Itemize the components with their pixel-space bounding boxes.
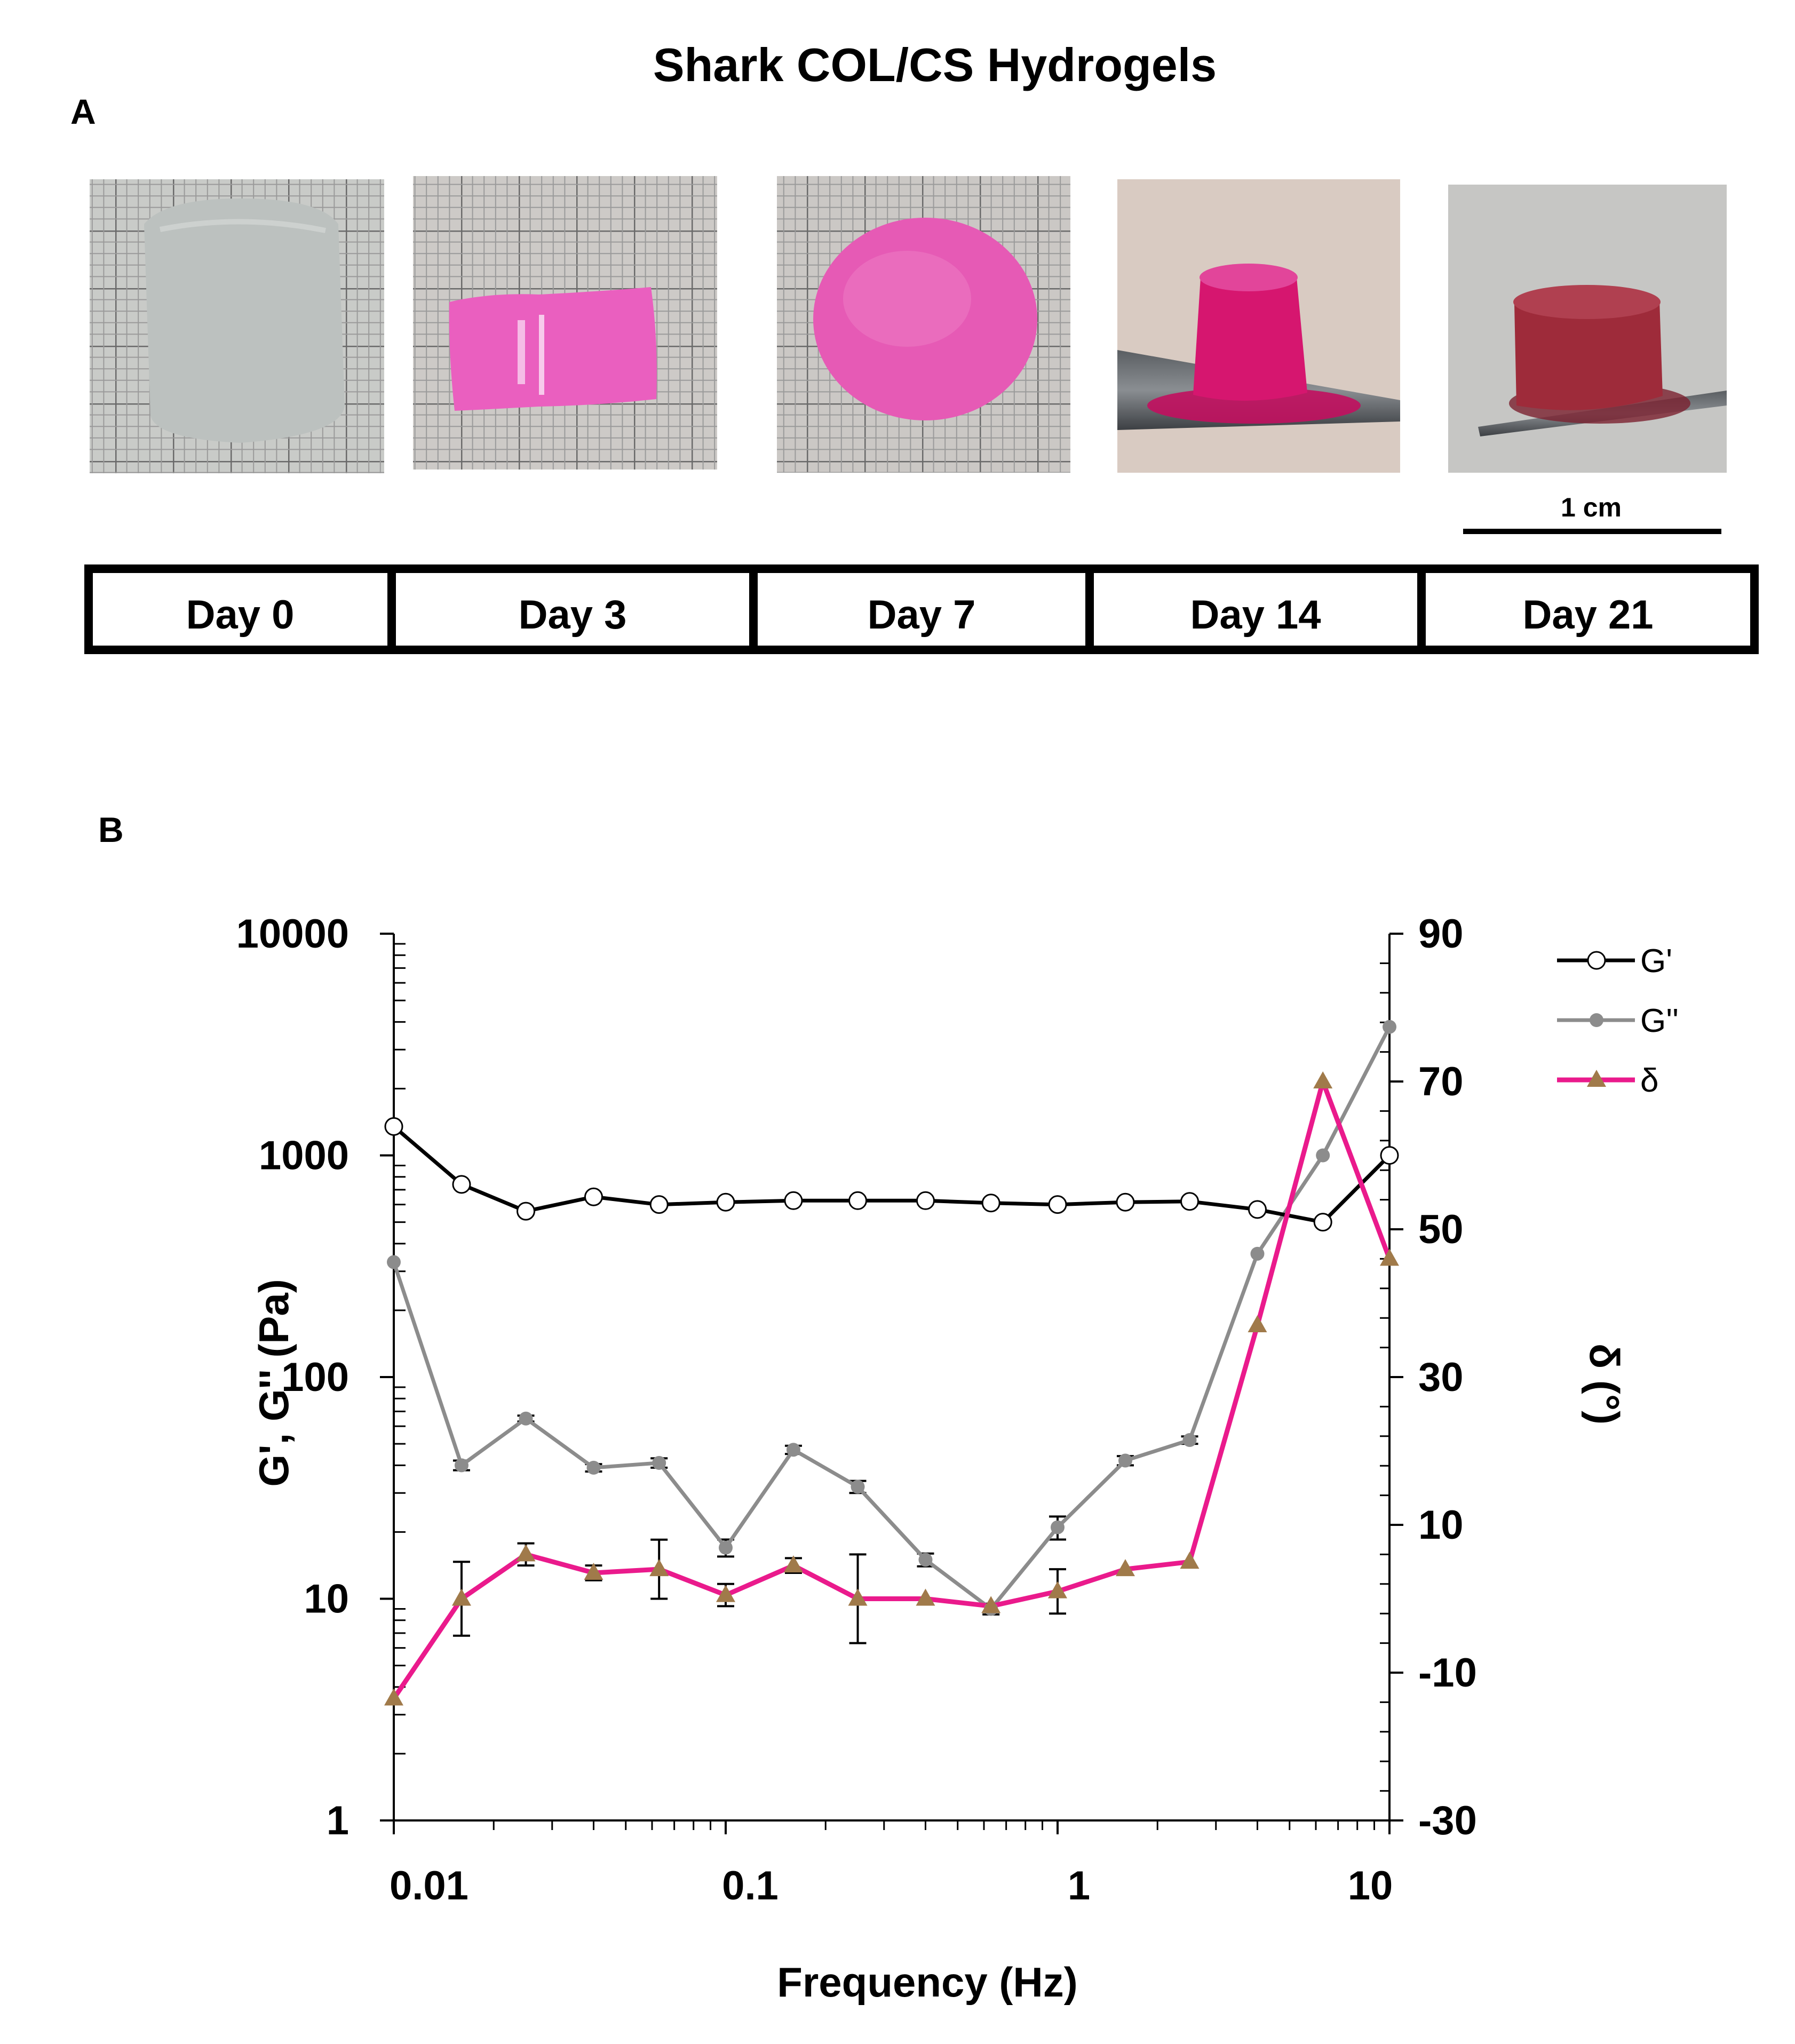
delta-point xyxy=(384,1688,403,1706)
day-cell-7: Day 7 xyxy=(868,592,976,638)
g-double-prime-point xyxy=(1118,1453,1132,1468)
delta-point xyxy=(1115,1559,1135,1577)
x-tick-label: 1 xyxy=(1068,1863,1090,1908)
g-prime-point xyxy=(716,1192,735,1212)
y-right-tick-label: 30 xyxy=(1418,1355,1464,1400)
g-double-prime-point xyxy=(652,1456,666,1470)
delta-point xyxy=(1248,1315,1267,1333)
legend-marker-delta xyxy=(1587,1070,1606,1087)
legend-label-0: G' xyxy=(1640,943,1672,980)
g-prime-point xyxy=(784,1191,803,1210)
g-double-prime-point xyxy=(851,1480,865,1494)
g-double-prime-point xyxy=(786,1443,800,1457)
g-prime-point xyxy=(517,1202,536,1221)
delta-point xyxy=(1048,1581,1067,1598)
x-axis-title: Frequency (Hz) xyxy=(777,1959,1077,2006)
delta-point xyxy=(516,1544,536,1562)
g-double-prime-point xyxy=(519,1411,533,1426)
g-double-prime-point xyxy=(1051,1520,1065,1534)
delta-point xyxy=(716,1585,735,1602)
y-left-tick-label: 1 xyxy=(327,1798,349,1843)
g-prime-point xyxy=(1313,1213,1332,1232)
delta-point xyxy=(916,1588,935,1606)
series-line-2 xyxy=(392,1079,1392,1700)
photo-day-7 xyxy=(777,176,1070,473)
day-cell-14: Day 14 xyxy=(1190,592,1321,638)
x-tick-label: 0.1 xyxy=(722,1863,779,1908)
delta-point xyxy=(451,1588,471,1606)
y-left-axis-title: G', G'' (Pa) xyxy=(250,1279,297,1486)
legend-marker-g-prime xyxy=(1587,951,1606,970)
delta-point xyxy=(584,1563,603,1580)
chart-legend: G' G'' δ xyxy=(1557,943,1679,1099)
y-right-axis-title: δ (°) xyxy=(1581,1343,1628,1425)
error-bars xyxy=(452,1414,1198,1644)
g-double-prime-point xyxy=(918,1553,933,1567)
delta-point xyxy=(649,1559,669,1577)
y-right-tick-label: -10 xyxy=(1418,1650,1477,1696)
day-cell-3: Day 3 xyxy=(519,592,627,638)
y-right-tick-label: 70 xyxy=(1418,1059,1464,1104)
y-left-tick-label: 1000 xyxy=(259,1133,349,1179)
g-double-prime-point xyxy=(586,1460,601,1475)
legend-label-2: δ xyxy=(1640,1062,1659,1099)
g-prime-point xyxy=(1248,1200,1267,1219)
series-line-0 xyxy=(392,1125,1391,1224)
delta-point xyxy=(1380,1248,1399,1266)
x-tick-label: 0.01 xyxy=(390,1863,468,1908)
g-prime-point xyxy=(1180,1192,1200,1211)
panel-a-label: A xyxy=(70,92,96,131)
y-right-tick-label: 10 xyxy=(1418,1502,1464,1548)
series-line-1 xyxy=(392,1025,1392,1611)
y-right-tick-label: -30 xyxy=(1418,1798,1477,1843)
day-cell-0: Day 0 xyxy=(186,592,295,638)
figure-title: Shark COL/CS Hydrogels xyxy=(653,38,1217,91)
delta-point xyxy=(1180,1552,1200,1569)
series-lines xyxy=(392,1025,1392,1700)
y-left-tick-label: 10000 xyxy=(236,911,349,957)
delta-point xyxy=(1313,1071,1333,1088)
g-prime-point xyxy=(1048,1195,1067,1214)
g-double-prime-point xyxy=(387,1255,401,1269)
delta-point xyxy=(981,1596,1001,1613)
y-left-tick-label: 10 xyxy=(304,1577,349,1622)
photo-day-21 xyxy=(1448,185,1727,473)
g-prime-point xyxy=(584,1187,603,1206)
g-prime-point xyxy=(1116,1192,1135,1212)
y-right-tick-label: 50 xyxy=(1418,1207,1464,1252)
rheology-chart: 10000 1000 100 10 1 90 70 50 30 10 -10 -30 0.01 0.1 1 1… xyxy=(236,911,1679,2006)
g-prime-point xyxy=(1380,1146,1399,1165)
day-cell-21: Day 21 xyxy=(1522,592,1653,638)
g-prime-point xyxy=(649,1195,669,1214)
tick-labels: 10000 1000 100 10 1 90 70 50 30 10 -10 -30 0.01 0.1 1 1… xyxy=(236,911,1477,1908)
g-double-prime-point xyxy=(1316,1148,1330,1163)
day-label-table: Day 0 Day 3 Day 7 Day 14 Day 21 xyxy=(84,564,1759,654)
delta-point xyxy=(783,1555,803,1573)
photo-day-0 xyxy=(90,179,384,473)
g-prime-point xyxy=(384,1117,403,1136)
g-double-prime-point xyxy=(1182,1433,1197,1447)
panel-b-label: B xyxy=(98,810,124,849)
photo-day-14 xyxy=(1117,179,1400,473)
g-double-prime-point xyxy=(1383,1020,1396,1034)
g-prime-point xyxy=(916,1191,935,1210)
g-double-prime-point xyxy=(454,1458,468,1473)
g-prime-point xyxy=(452,1175,471,1194)
g-prime-point xyxy=(981,1194,1000,1213)
g-prime-point xyxy=(848,1191,868,1210)
photo-day-3 xyxy=(413,176,717,470)
g-double-prime-point xyxy=(1250,1246,1265,1261)
chart-axes xyxy=(380,933,1403,1834)
y-right-tick-label: 90 xyxy=(1418,911,1464,957)
scale-bar-label: 1 cm xyxy=(1561,492,1622,522)
legend-marker-g-double-prime xyxy=(1590,1013,1603,1027)
x-tick-label: 10 xyxy=(1348,1863,1393,1908)
y-left-tick-label: 100 xyxy=(281,1355,349,1400)
series-markers xyxy=(384,1020,1399,1706)
g-double-prime-point xyxy=(719,1540,733,1555)
delta-point xyxy=(848,1588,868,1606)
legend-label-1: G'' xyxy=(1640,1003,1679,1039)
